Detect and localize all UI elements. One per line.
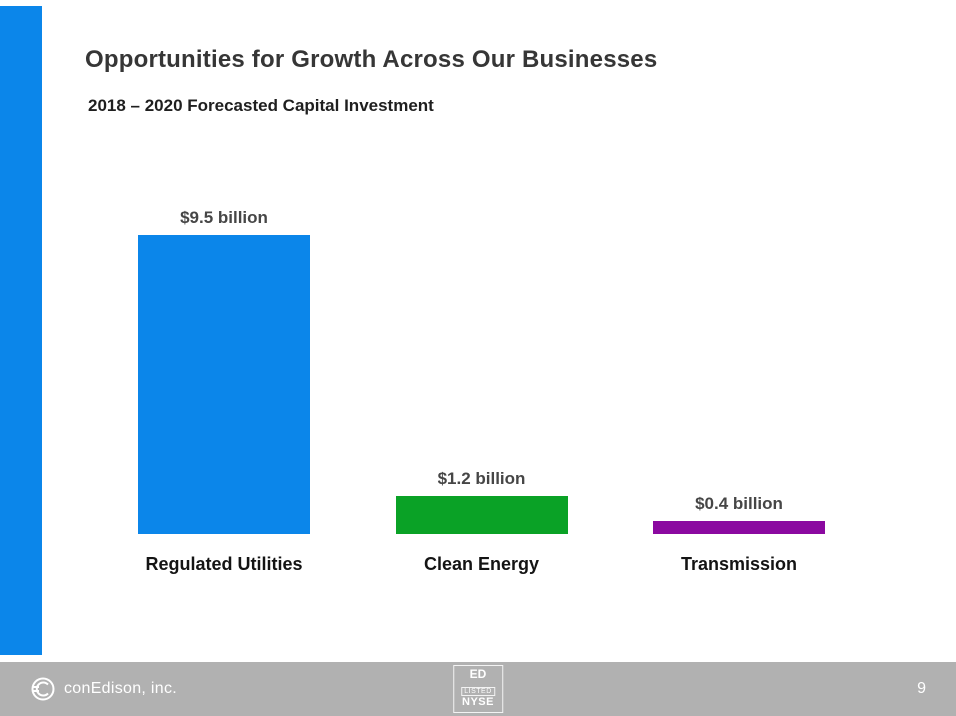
conedison-logo: conEdison, inc. (30, 676, 177, 702)
conedison-logo-icon (31, 677, 55, 701)
bar-clean-energy (395, 496, 568, 534)
bar-stack: $1.2 billion (395, 198, 568, 534)
category-label: Transmission (680, 554, 798, 574)
page-number: 9 (917, 680, 926, 697)
bar-stack: $9.5 billion (138, 198, 310, 534)
slide-subtitle: 2018 – 2020 Forecasted Capital Investmen… (88, 96, 434, 115)
bar-chart: $9.5 billion Regulated Utilities $1.2 bi… (138, 198, 825, 575)
nyse-listed-badge: ED LISTED NYSE (453, 665, 503, 713)
bar-transmission (653, 521, 825, 534)
value-label: $1.2 billion (437, 469, 526, 488)
footer: conEdison, inc. ED LISTED NYSE 9 (0, 662, 956, 716)
category-label: Regulated Utilities (145, 554, 303, 574)
nyse-badge-ed: ED (469, 667, 487, 682)
value-label: $0.4 billion (695, 494, 783, 513)
nyse-badge-listed: LISTED (461, 686, 495, 696)
slide-title: Opportunities for Growth Across Our Busi… (85, 46, 658, 73)
bar-regulated-utilities (138, 235, 310, 534)
chart-column-transmission: $0.4 billion Transmission (653, 198, 825, 575)
bar-stack: $0.4 billion (653, 198, 825, 534)
chart-column-regulated-utilities: $9.5 billion Regulated Utilities (138, 198, 310, 575)
nyse-badge-nyse: NYSE (462, 696, 494, 709)
accent-stripe (0, 6, 42, 655)
category-label: Clean Energy (423, 554, 540, 574)
value-label: $9.5 billion (180, 208, 268, 227)
conedison-logo-text: conEdison, inc. (64, 680, 178, 697)
chart-column-clean-energy: $1.2 billion Clean Energy (395, 198, 568, 575)
